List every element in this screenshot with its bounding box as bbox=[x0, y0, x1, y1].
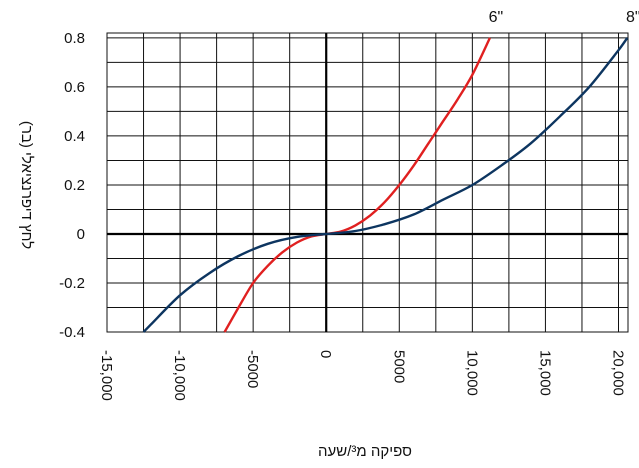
series-line bbox=[142, 37, 629, 333]
series-label: 6" bbox=[489, 9, 504, 26]
series-label: 8" bbox=[626, 9, 639, 26]
x-tick-label: 10,000 bbox=[463, 350, 480, 396]
y-tick-label: 0.8 bbox=[64, 30, 85, 47]
y-tick-label: 0.2 bbox=[64, 177, 85, 194]
x-tick-label: -5000 bbox=[244, 350, 261, 388]
y-tick-label: -0.2 bbox=[59, 275, 85, 292]
x-tick-label: -15,000 bbox=[98, 350, 115, 401]
y-tick-label: 0 bbox=[77, 226, 85, 243]
x-tick-label: 20,000 bbox=[610, 350, 627, 396]
y-tick-label: 0.6 bbox=[64, 79, 85, 96]
series-line bbox=[223, 37, 491, 333]
series-layer bbox=[142, 37, 629, 333]
series-labels: 6" 8" bbox=[489, 9, 639, 26]
vertical-grid bbox=[143, 33, 620, 332]
x-axis-label: ספיקה מ³/שעה bbox=[318, 443, 412, 460]
x-tick-label: -10,000 bbox=[171, 350, 188, 401]
plot-frame bbox=[106, 32, 629, 333]
y-tick-labels: -0.4 -0.2 0 0.2 0.4 0.6 0.8 bbox=[59, 30, 85, 341]
horizontal-grid bbox=[107, 37, 628, 333]
y-tick-label: -0.4 bbox=[59, 324, 85, 341]
x-tick-label: 0 bbox=[317, 350, 334, 358]
y-axis-label: לחץ דיפרנציאלי (בר) bbox=[18, 121, 35, 249]
x-tick-label: 5000 bbox=[390, 350, 407, 383]
x-tick-labels: -15,000 -10,000 -5000 0 5000 10,000 15,000 20,0… bbox=[98, 350, 627, 401]
x-tick-label: 15,000 bbox=[536, 350, 553, 396]
y-tick-label: 0.4 bbox=[64, 128, 85, 145]
